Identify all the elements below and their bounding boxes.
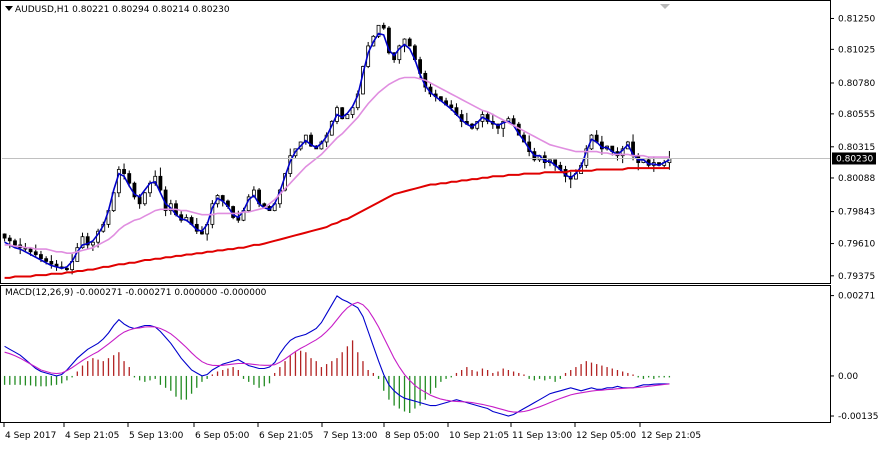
candle-body — [262, 203, 267, 207]
price-tick-label: 0.79375 — [838, 272, 875, 282]
candle-body — [501, 121, 506, 129]
candle-body — [387, 27, 391, 54]
time-tick-label: 4 Sep 21:05 — [65, 431, 119, 441]
candle-body — [122, 169, 126, 174]
slow-ma-line — [4, 167, 670, 279]
price-tick-label: 0.81250 — [838, 14, 875, 24]
time-tick-label: 10 Sep 21:05 — [449, 431, 509, 441]
time-tick-label: 11 Sep 13:00 — [512, 431, 572, 441]
candle-body — [90, 241, 95, 246]
ohlc-high: 0.80294 — [112, 5, 150, 15]
dropdown-triangle-icon — [5, 6, 13, 11]
candle-body — [49, 261, 54, 265]
candle-body — [33, 251, 38, 255]
time-tick-label: 8 Sep 05:00 — [385, 431, 440, 441]
candle-body — [13, 240, 17, 246]
shift-marker-icon[interactable] — [660, 4, 670, 9]
current-price-badge — [832, 152, 876, 165]
time-tick-label: 7 Sep 13:00 — [323, 431, 378, 441]
candle-body — [402, 38, 407, 47]
candle-body — [39, 254, 43, 260]
candle-body — [158, 175, 163, 191]
candle-body — [7, 237, 12, 242]
price-tick-label: 0.79610 — [838, 240, 875, 250]
candle-body — [2, 233, 7, 239]
time-tick-label: 5 Sep 13:00 — [129, 431, 184, 441]
price-tick-label: 0.80315 — [838, 143, 875, 153]
price-pane[interactable] — [0, 0, 831, 284]
candle-body — [350, 107, 355, 115]
macd-main-value: -0.000271 — [76, 288, 123, 298]
macd-v4-value: -0.000000 — [220, 288, 267, 298]
candle-body — [449, 104, 454, 109]
candle-body — [309, 134, 313, 147]
candle-body — [397, 45, 402, 61]
time-tick-label: 6 Sep 21:05 — [259, 431, 313, 441]
candle-body — [132, 182, 137, 198]
ohlc-close: 0.80230 — [192, 5, 230, 15]
candle-body — [116, 169, 121, 194]
mid-ma-line — [4, 76, 670, 254]
candle-body — [65, 267, 69, 271]
macd-tick-label: -0.001352 — [838, 412, 878, 422]
ohlc-low: 0.80214 — [152, 5, 190, 15]
macd-tick-label: 0.00 — [838, 372, 858, 382]
candle-body — [80, 236, 85, 249]
price-tick-label: 0.81025 — [838, 45, 875, 55]
candle-body — [345, 114, 350, 120]
price-tick-label: 0.79843 — [838, 208, 875, 218]
macd-header: MACD(12,26,9) -0.000271 -0.000271 0.0000… — [5, 288, 266, 298]
candle-body — [376, 24, 381, 37]
macd-tick-label: 0.00271 — [838, 292, 875, 302]
candle-body — [127, 173, 132, 184]
candle-body — [142, 192, 147, 205]
macd-signal-line — [4, 301, 670, 413]
candle-body — [511, 118, 516, 125]
candle-body — [137, 196, 142, 205]
candle-body — [85, 236, 90, 246]
candle-body — [28, 248, 33, 253]
candle-body — [44, 258, 49, 262]
candle-body — [381, 24, 386, 29]
macd-main-line — [4, 295, 670, 417]
time-tick-label: 6 Sep 05:00 — [195, 431, 250, 441]
fast-ma-line — [4, 32, 670, 270]
current-price-label: 0.80230 — [836, 154, 873, 164]
time-tick-label: 12 Sep 21:05 — [641, 431, 701, 441]
ohlc-open: 0.80221 — [72, 5, 110, 15]
macd-signal-value: -0.000271 — [125, 288, 172, 298]
candle-body — [303, 134, 308, 143]
symbol-label: AUDUSD,H1 — [15, 5, 70, 15]
time-tick-label: 4 Sep 2017 — [5, 431, 56, 441]
price-tick-label: 0.80780 — [838, 79, 875, 89]
candle-body — [485, 114, 490, 122]
macd-pane[interactable] — [0, 285, 831, 423]
price-tick-label: 0.80088 — [838, 174, 875, 184]
macd-v3-value: 0.000000 — [174, 288, 218, 298]
candle-body — [340, 107, 345, 120]
time-tick-label: 12 Sep 05:00 — [576, 431, 636, 441]
candle-body — [407, 38, 412, 47]
price-tick-label: 0.80555 — [838, 110, 875, 120]
symbol-header: AUDUSD,H1 0.80221 0.80294 0.80214 0.8023… — [5, 5, 230, 15]
macd-name: MACD(12,26,9) — [5, 288, 74, 298]
